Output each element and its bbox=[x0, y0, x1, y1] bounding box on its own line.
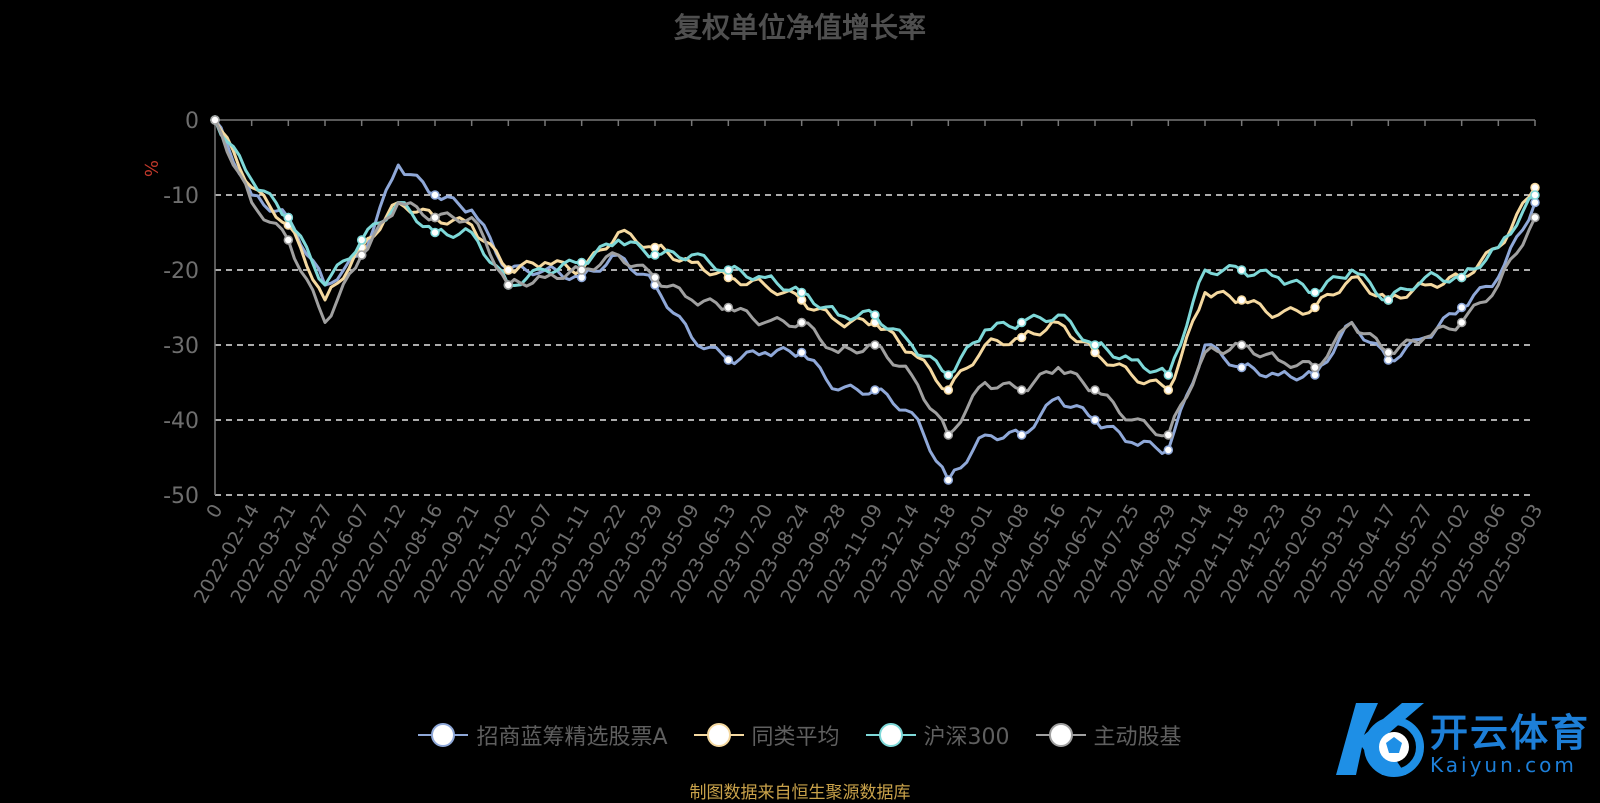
y-tick-label: -50 bbox=[163, 484, 199, 509]
series-1 bbox=[210, 115, 1540, 395]
series-3 bbox=[210, 115, 1540, 440]
chart-title: 复权单位净值增长率 bbox=[673, 11, 926, 44]
data-point bbox=[943, 370, 954, 380]
data-point bbox=[943, 430, 954, 440]
y-axis-unit: % bbox=[140, 160, 161, 177]
data-point bbox=[1310, 362, 1320, 373]
data-point bbox=[503, 280, 514, 290]
data-point bbox=[1236, 295, 1247, 305]
logo-subtext: Kaiyun.com bbox=[1430, 753, 1577, 777]
data-point bbox=[870, 310, 880, 320]
data-point bbox=[1163, 445, 1174, 455]
source-note: 制图数据来自恒生聚源数据库 bbox=[689, 783, 911, 803]
legend-label: 沪深300 bbox=[923, 725, 1010, 750]
data-point bbox=[1236, 340, 1247, 350]
data-point bbox=[650, 250, 660, 260]
series-lines bbox=[210, 115, 1540, 485]
series-line bbox=[213, 119, 1537, 482]
data-point bbox=[1530, 190, 1540, 200]
data-point bbox=[870, 385, 880, 395]
y-tick-label: 0 bbox=[185, 109, 199, 134]
legend-item[interactable]: 主动股基 bbox=[1035, 719, 1182, 751]
data-point bbox=[1090, 415, 1100, 425]
data-point bbox=[796, 347, 807, 358]
y-tick-label: -40 bbox=[163, 409, 199, 434]
y-tick-labels: 0 -10 -20 -30 -40 -50 bbox=[163, 109, 199, 509]
legend-item[interactable]: 沪深300 bbox=[865, 719, 1010, 751]
legend-label: 同类平均 bbox=[751, 725, 840, 750]
data-point bbox=[796, 317, 807, 328]
data-point bbox=[723, 265, 734, 275]
data-point bbox=[356, 235, 367, 245]
x-tick-label: 0 bbox=[202, 501, 227, 522]
data-point bbox=[796, 287, 807, 298]
legend: 招商蓝筹精选股票A 同类平均 沪深300 主动股基 bbox=[0, 719, 1600, 751]
series-2 bbox=[210, 115, 1540, 380]
legend-marker-icon bbox=[693, 722, 744, 748]
data-point bbox=[1163, 385, 1174, 395]
data-point bbox=[1016, 430, 1027, 440]
y-tick-label: -20 bbox=[163, 259, 199, 284]
data-point bbox=[723, 355, 734, 365]
data-point bbox=[1310, 287, 1320, 298]
data-point bbox=[430, 227, 440, 238]
logo-text: 开云体育 bbox=[1430, 711, 1591, 755]
x-tick-labels: 02022-02-142022-03-212022-04-272022-06-0… bbox=[190, 501, 1548, 608]
data-point bbox=[210, 115, 220, 125]
data-point bbox=[1163, 430, 1174, 440]
data-point bbox=[1090, 385, 1100, 395]
y-tick-label: -10 bbox=[163, 184, 199, 209]
data-point bbox=[1236, 362, 1247, 373]
data-point bbox=[1090, 340, 1100, 350]
data-point bbox=[430, 190, 440, 200]
data-point bbox=[723, 302, 734, 313]
data-point bbox=[503, 265, 514, 275]
data-point bbox=[1016, 332, 1027, 343]
data-point bbox=[650, 272, 660, 283]
legend-marker-icon bbox=[418, 722, 469, 748]
data-point bbox=[943, 475, 954, 485]
data-point bbox=[283, 212, 294, 223]
y-tick-label: -30 bbox=[163, 334, 199, 359]
data-point bbox=[1236, 265, 1247, 275]
series-0 bbox=[210, 115, 1540, 485]
data-point bbox=[283, 235, 294, 245]
data-point bbox=[1016, 385, 1027, 395]
data-point bbox=[1530, 212, 1540, 223]
data-point bbox=[1383, 295, 1394, 305]
data-point bbox=[1163, 370, 1174, 380]
data-point bbox=[1456, 317, 1467, 328]
kaiyun-logo bbox=[1336, 703, 1424, 777]
legend-label: 主动股基 bbox=[1093, 725, 1182, 750]
data-point bbox=[870, 340, 880, 350]
legend-item[interactable]: 招商蓝筹精选股票A bbox=[418, 719, 668, 751]
data-point bbox=[1310, 302, 1320, 313]
legend-item[interactable]: 同类平均 bbox=[693, 719, 840, 751]
data-point bbox=[576, 265, 587, 275]
legend-label: 招商蓝筹精选股票A bbox=[476, 725, 668, 750]
legend-marker-icon bbox=[865, 722, 916, 748]
data-point bbox=[430, 212, 440, 223]
data-point bbox=[1016, 317, 1027, 328]
axes: % bbox=[140, 119, 1536, 495]
data-point bbox=[356, 250, 367, 260]
legend-marker-icon bbox=[1035, 722, 1086, 748]
data-point bbox=[1456, 272, 1467, 283]
data-point bbox=[943, 385, 954, 395]
data-point bbox=[1456, 302, 1467, 313]
data-point bbox=[1383, 347, 1394, 358]
